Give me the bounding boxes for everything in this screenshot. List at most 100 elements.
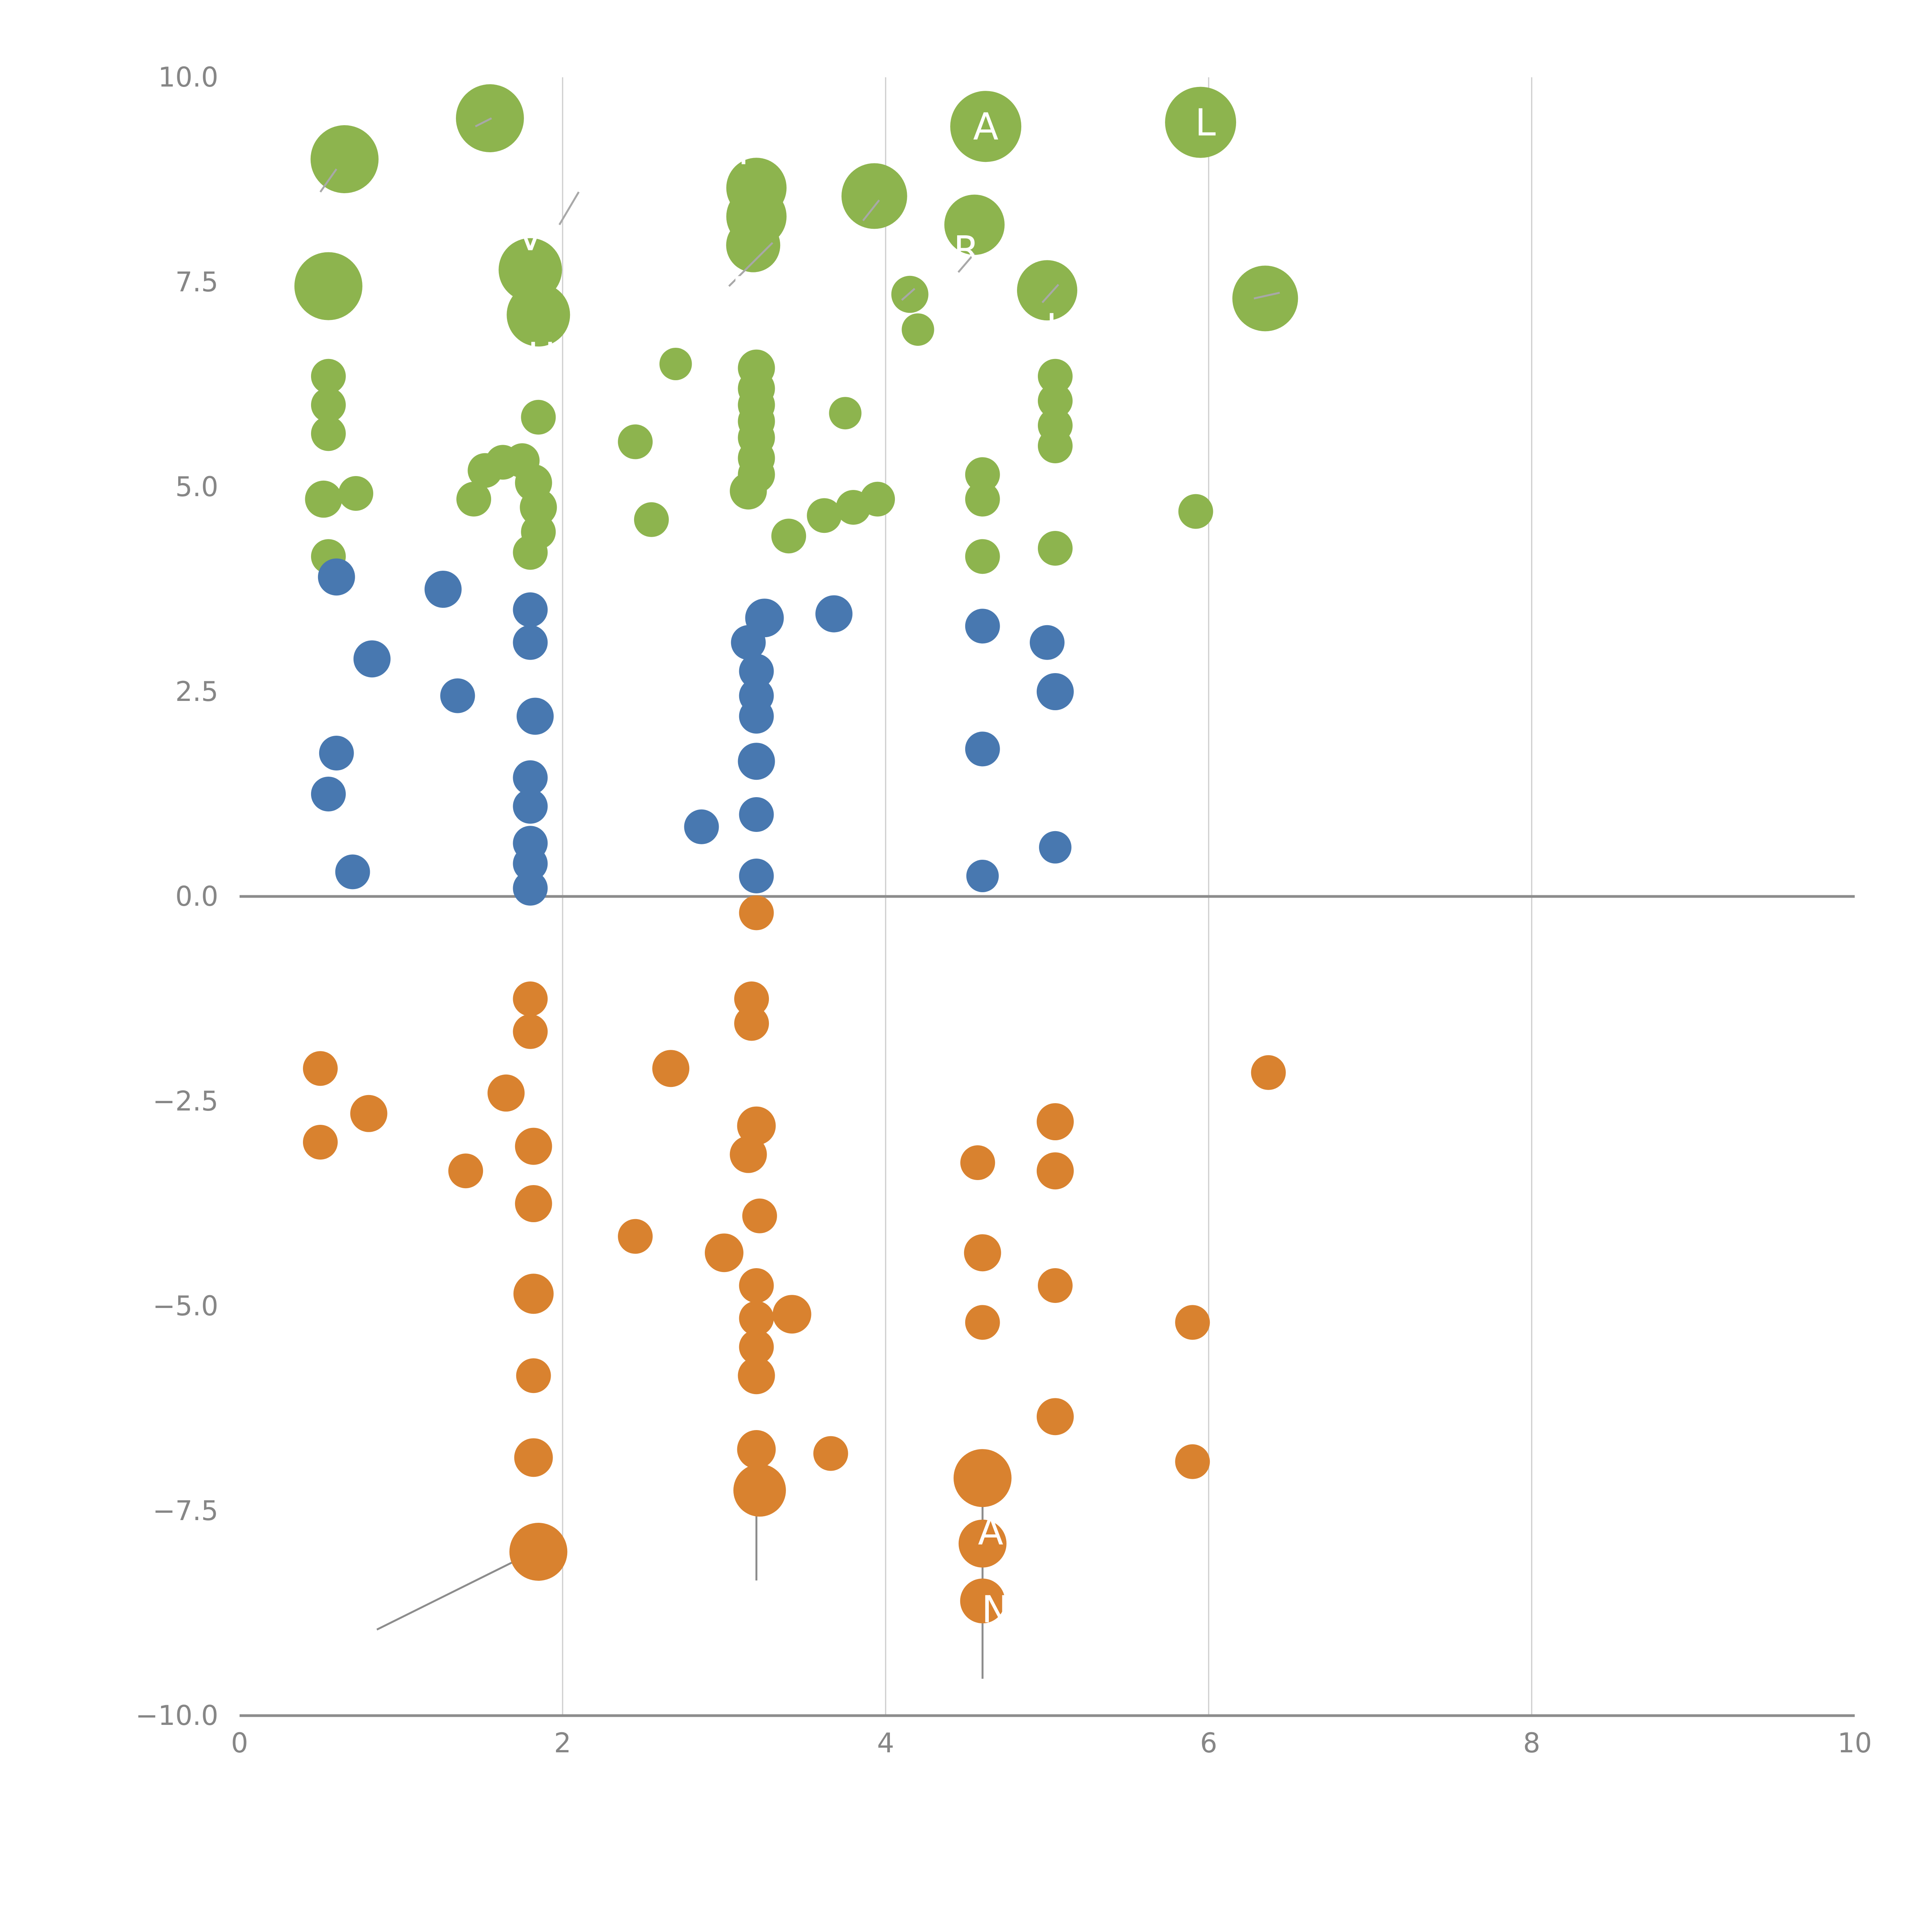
data-point-orange[interactable]	[739, 1301, 774, 1336]
data-point-green[interactable]	[1037, 383, 1073, 418]
data-point-orange[interactable]	[734, 981, 769, 1016]
data-point-orange[interactable]	[652, 1050, 690, 1087]
data-point-blue[interactable]	[319, 736, 354, 770]
data-point-green[interactable]	[1165, 87, 1236, 158]
data-point-orange[interactable]	[303, 1125, 338, 1160]
data-point-green[interactable]	[841, 163, 907, 229]
data-point-green[interactable]	[520, 489, 557, 526]
data-point-orange[interactable]	[705, 1233, 743, 1272]
data-point-orange[interactable]	[739, 895, 774, 930]
data-point-orange[interactable]	[509, 1523, 568, 1581]
data-point-orange[interactable]	[513, 1014, 548, 1049]
data-point-green[interactable]	[807, 498, 842, 533]
data-point-green[interactable]	[1037, 359, 1073, 394]
data-point-green[interactable]	[634, 502, 669, 537]
data-point-blue[interactable]	[311, 777, 346, 811]
data-point-blue[interactable]	[440, 678, 475, 713]
data-point-orange[interactable]	[958, 1519, 1007, 1568]
data-point-blue[interactable]	[739, 699, 774, 734]
data-point-green[interactable]	[901, 313, 934, 346]
data-point-green[interactable]	[456, 481, 492, 517]
data-point-green[interactable]	[310, 125, 379, 193]
data-point-green[interactable]	[726, 218, 781, 272]
data-point-orange[interactable]	[1175, 1305, 1210, 1340]
data-point-orange[interactable]	[742, 1198, 777, 1233]
data-point-green[interactable]	[311, 416, 346, 451]
data-point-orange[interactable]	[737, 1430, 776, 1469]
data-point-green[interactable]	[1017, 260, 1077, 321]
data-point-orange[interactable]	[448, 1153, 483, 1189]
data-point-orange[interactable]	[514, 1438, 553, 1477]
data-point-orange[interactable]	[1036, 1152, 1074, 1190]
data-point-blue[interactable]	[965, 731, 1000, 767]
data-point-blue[interactable]	[513, 871, 548, 906]
data-point-green[interactable]	[944, 194, 1005, 255]
data-point-green[interactable]	[891, 276, 929, 313]
data-point-green[interactable]	[965, 539, 1000, 574]
data-point-orange[interactable]	[739, 1268, 774, 1303]
data-point-orange[interactable]	[960, 1578, 1005, 1624]
data-point-orange[interactable]	[953, 1449, 1012, 1507]
data-point-orange[interactable]	[515, 1185, 552, 1222]
data-point-green[interactable]	[1178, 494, 1213, 529]
data-point-blue[interactable]	[318, 558, 355, 596]
data-point-green[interactable]	[965, 457, 1000, 492]
data-point-blue[interactable]	[738, 743, 775, 780]
data-point-blue[interactable]	[513, 789, 548, 824]
data-point-green[interactable]	[513, 535, 548, 570]
data-point-blue[interactable]	[966, 860, 999, 892]
data-point-blue[interactable]	[815, 595, 853, 633]
data-point-blue[interactable]	[513, 592, 548, 627]
data-point-green[interactable]	[965, 481, 1000, 517]
data-point-orange[interactable]	[738, 1357, 775, 1395]
data-point-orange[interactable]	[350, 1095, 388, 1132]
data-point-blue[interactable]	[731, 625, 766, 660]
data-point-orange[interactable]	[964, 1234, 1001, 1272]
data-point-blue[interactable]	[1039, 831, 1071, 864]
data-point-green[interactable]	[294, 252, 362, 320]
data-point-orange[interactable]	[813, 1436, 848, 1471]
data-point-orange[interactable]	[516, 1358, 551, 1393]
data-point-orange[interactable]	[772, 1295, 811, 1334]
data-point-orange[interactable]	[515, 1128, 552, 1165]
data-point-blue[interactable]	[1036, 673, 1074, 710]
data-point-orange[interactable]	[737, 1106, 776, 1145]
data-point-green[interactable]	[730, 472, 767, 510]
data-point-blue[interactable]	[1030, 625, 1065, 660]
data-point-blue[interactable]	[353, 640, 391, 678]
data-point-green[interactable]	[618, 424, 653, 459]
data-point-orange[interactable]	[733, 1464, 786, 1517]
data-point-green[interactable]	[950, 91, 1022, 162]
data-point-orange[interactable]	[1175, 1444, 1210, 1479]
data-point-orange[interactable]	[513, 1274, 554, 1314]
data-point-orange[interactable]	[965, 1305, 1000, 1340]
data-point-green[interactable]	[659, 348, 692, 380]
data-point-green[interactable]	[860, 481, 895, 517]
data-point-orange[interactable]	[1251, 1055, 1286, 1090]
data-point-orange[interactable]	[513, 981, 548, 1016]
data-point-green[interactable]	[507, 283, 570, 347]
data-point-orange[interactable]	[1036, 1103, 1074, 1140]
data-point-orange[interactable]	[1036, 1398, 1074, 1435]
data-point-green[interactable]	[521, 400, 556, 435]
data-point-green[interactable]	[305, 480, 342, 518]
data-point-blue[interactable]	[516, 697, 554, 735]
data-point-green[interactable]	[311, 359, 346, 394]
data-point-green[interactable]	[1037, 429, 1073, 463]
data-point-green[interactable]	[771, 519, 806, 554]
data-point-blue[interactable]	[684, 809, 719, 844]
data-point-blue[interactable]	[513, 625, 548, 660]
data-point-orange[interactable]	[1037, 1268, 1073, 1303]
data-point-orange[interactable]	[487, 1074, 525, 1112]
data-point-blue[interactable]	[739, 859, 774, 893]
data-point-blue[interactable]	[513, 846, 548, 881]
data-point-green[interactable]	[1037, 531, 1073, 566]
data-point-blue[interactable]	[513, 760, 548, 795]
data-point-orange[interactable]	[960, 1145, 995, 1180]
data-point-orange[interactable]	[618, 1219, 653, 1254]
data-point-blue[interactable]	[424, 571, 462, 608]
data-point-green[interactable]	[1232, 265, 1298, 332]
data-point-orange[interactable]	[739, 1330, 774, 1364]
data-point-blue[interactable]	[965, 609, 1000, 644]
data-point-orange[interactable]	[730, 1136, 767, 1173]
